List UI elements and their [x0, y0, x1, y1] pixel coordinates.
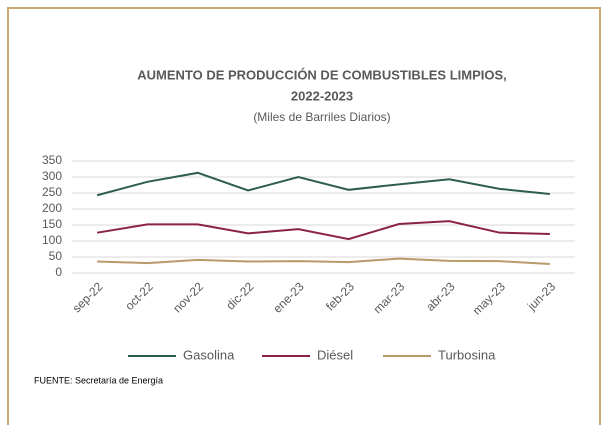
y-tick-label: 0 [55, 265, 62, 279]
x-tick-label: mar-23 [371, 279, 408, 316]
chart-title: AUMENTO DE PRODUCCIÓN DE COMBUSTIBLES LI… [137, 67, 507, 82]
y-tick-label: 150 [42, 217, 62, 231]
chart-subtitle: (Miles de Barriles Diarios) [253, 110, 390, 124]
y-tick-label: 50 [49, 249, 63, 263]
legend-label: Gasolina [183, 347, 235, 362]
legend-label: Turbosina [438, 347, 496, 362]
y-tick-label: 200 [42, 201, 62, 215]
frame [7, 7, 601, 425]
source: FUENTE: Secretaría de Energía [34, 375, 163, 385]
line [96, 220, 550, 241]
x-tick-label: ene-23 [270, 279, 307, 316]
y-tick-label: 250 [42, 185, 62, 199]
chart-title: 2022-2023 [291, 88, 353, 103]
line [96, 171, 550, 197]
x-tick-label: may-23 [470, 279, 508, 317]
x-tick-label: abr-23 [423, 279, 458, 314]
y-tick-label: 300 [42, 169, 62, 183]
x-tick-label: feb-23 [323, 279, 357, 313]
y-tick-label: 350 [42, 153, 62, 167]
x-tick-label: dic-22 [223, 279, 256, 312]
line [97, 257, 550, 266]
x-tick-label: sep-22 [70, 279, 106, 315]
legend-label: Diésel [317, 347, 353, 362]
x-tick-label: oct-22 [122, 279, 156, 313]
x-tick-label: nov-22 [170, 279, 206, 315]
y-tick-label: 100 [42, 233, 62, 247]
x-tick-label: jun-23 [524, 279, 558, 313]
